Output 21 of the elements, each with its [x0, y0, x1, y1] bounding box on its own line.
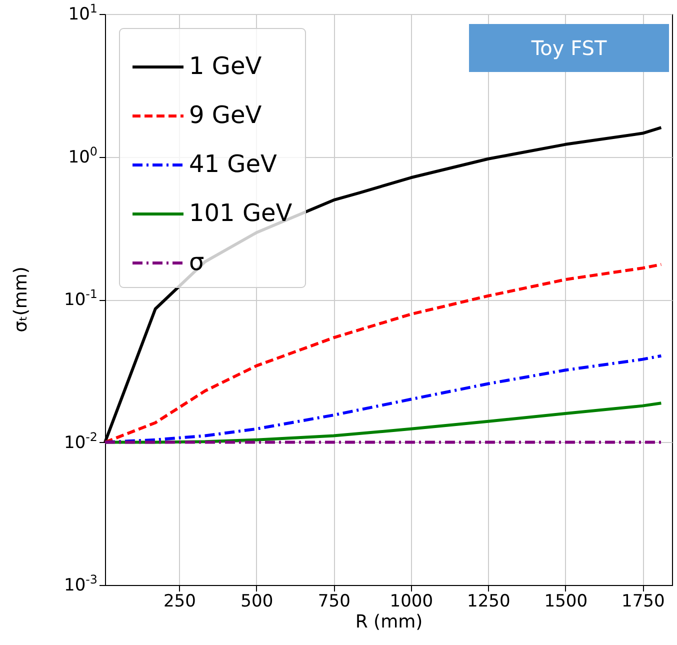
x-tick-label: 750	[318, 592, 350, 612]
y-tick-label: 10$^{-3}$	[64, 572, 98, 596]
legend-label: 9 GeV	[189, 101, 262, 129]
legend-label: 1 GeV	[189, 52, 262, 80]
label-box: Toy FST	[469, 24, 669, 72]
legend-label: 41 GeV	[189, 150, 278, 178]
y-tick-label: 10$^{0}$	[68, 144, 98, 168]
x-tick-label: 1250	[467, 592, 510, 612]
x-tick-label: 1500	[544, 592, 588, 612]
x-tick-label: 1750	[622, 592, 665, 612]
x-tick-label: 1000	[390, 592, 434, 612]
x-tick-label: 500	[240, 592, 274, 612]
y-tick-label: 10$^{-2}$	[64, 430, 98, 453]
legend-label: σ	[189, 248, 204, 276]
x-axis-title: R (mm)	[355, 612, 423, 632]
line-series	[104, 354, 663, 444]
y-tick-label: 10$^{-1}$	[64, 287, 98, 310]
legend-label: 101 GeV	[189, 199, 293, 227]
y-tick-label: 10$^{1}$	[68, 2, 98, 24]
y-axis-title: σₜ(mm)	[10, 266, 32, 332]
x-tick-label: 250	[163, 592, 196, 612]
